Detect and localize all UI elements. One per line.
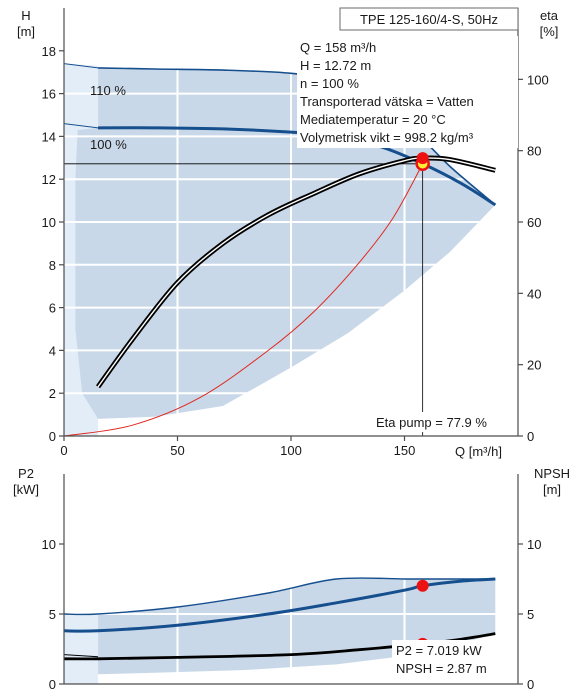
x-tick-label: 0 (60, 443, 67, 458)
curve-100-lead (64, 123, 99, 129)
info-line-temp: Mediatemperatur = 20 °C (300, 112, 446, 127)
info-line-h: H = 12.72 m (300, 58, 371, 73)
npsh-tick-label: 5 (527, 607, 534, 622)
series-label-100: 100 % (90, 137, 127, 152)
eta-annotation: Eta pump = 77.9 % (376, 415, 487, 430)
q-axis-label: Q [m³/h] (455, 444, 502, 459)
chart-title: TPE 125-160/4-S, 50Hz (360, 12, 498, 27)
series-label-110: 110 % (90, 83, 126, 98)
p2-curve-110 (64, 577, 496, 616)
p2-tick-label: 0 (49, 677, 56, 692)
eta-tick-label: 80 (527, 144, 541, 159)
h-tick-label: 12 (42, 172, 56, 187)
duty-point-eta (416, 152, 429, 165)
h-tick-label: 6 (49, 301, 56, 316)
eta-curve-inner (97, 157, 496, 388)
npsh-tick-label: 10 (527, 537, 541, 552)
p2-axis-label: P2 (18, 466, 34, 481)
h-tick-label: 4 (49, 343, 56, 358)
p2-axis-unit: [kW] (13, 482, 39, 497)
h-tick-label: 10 (42, 215, 56, 230)
h-axis-unit: [m] (17, 24, 35, 39)
h-tick-label: 14 (42, 129, 56, 144)
p2-annotation: P2 = 7.019 kW (396, 643, 482, 658)
eta-tick-label: 60 (527, 215, 541, 230)
h-tick-label: 8 (49, 258, 56, 273)
npsh-axis-unit: [m] (543, 482, 561, 497)
eta-tick-label: 20 (527, 358, 541, 373)
x-tick-label: 50 (170, 443, 184, 458)
eta-annotation-box (372, 412, 506, 432)
eta-axis-unit: [%] (540, 24, 559, 39)
info-line-n: n = 100 % (300, 76, 359, 91)
info-box (297, 36, 518, 148)
duty-point-p2 (416, 579, 429, 592)
info-line-fluid: Transporterad vätska = Vatten (300, 94, 474, 109)
eta-tick-label: 0 (527, 429, 534, 444)
h-tick-label: 16 (42, 87, 56, 102)
eta-tick-label: 100 (527, 72, 549, 87)
npsh-lead (64, 654, 99, 658)
region-operating (75, 67, 496, 419)
x-tick-label: 100 (280, 443, 302, 458)
eta-axis-label: eta (540, 8, 559, 23)
h-tick-label: 2 (49, 386, 56, 401)
system-curve (64, 163, 424, 436)
eta-tick-label: 40 (527, 286, 541, 301)
h-tick-label: 18 (42, 44, 56, 59)
npsh-axis-label: NPSH (534, 466, 570, 481)
p2-curve-100 (64, 577, 496, 633)
curve-110-lead (64, 63, 99, 69)
x-tick-label: 150 (394, 443, 416, 458)
npsh-tick-label: 0 (527, 677, 534, 692)
region-min-flow-lower (64, 614, 99, 684)
p2-tick-label: 5 (49, 607, 56, 622)
h-tick-label: 0 (49, 429, 56, 444)
info-line-density: Volymetrisk vikt = 998.2 kg/m³ (300, 130, 474, 145)
title-box (339, 7, 519, 31)
lower-annotation-box (392, 640, 512, 678)
h-axis-label: H (21, 8, 30, 23)
npsh-annotation: NPSH = 2.87 m (396, 661, 487, 676)
info-line-q: Q = 158 m³/h (300, 40, 376, 55)
p2-tick-label: 10 (42, 537, 56, 552)
